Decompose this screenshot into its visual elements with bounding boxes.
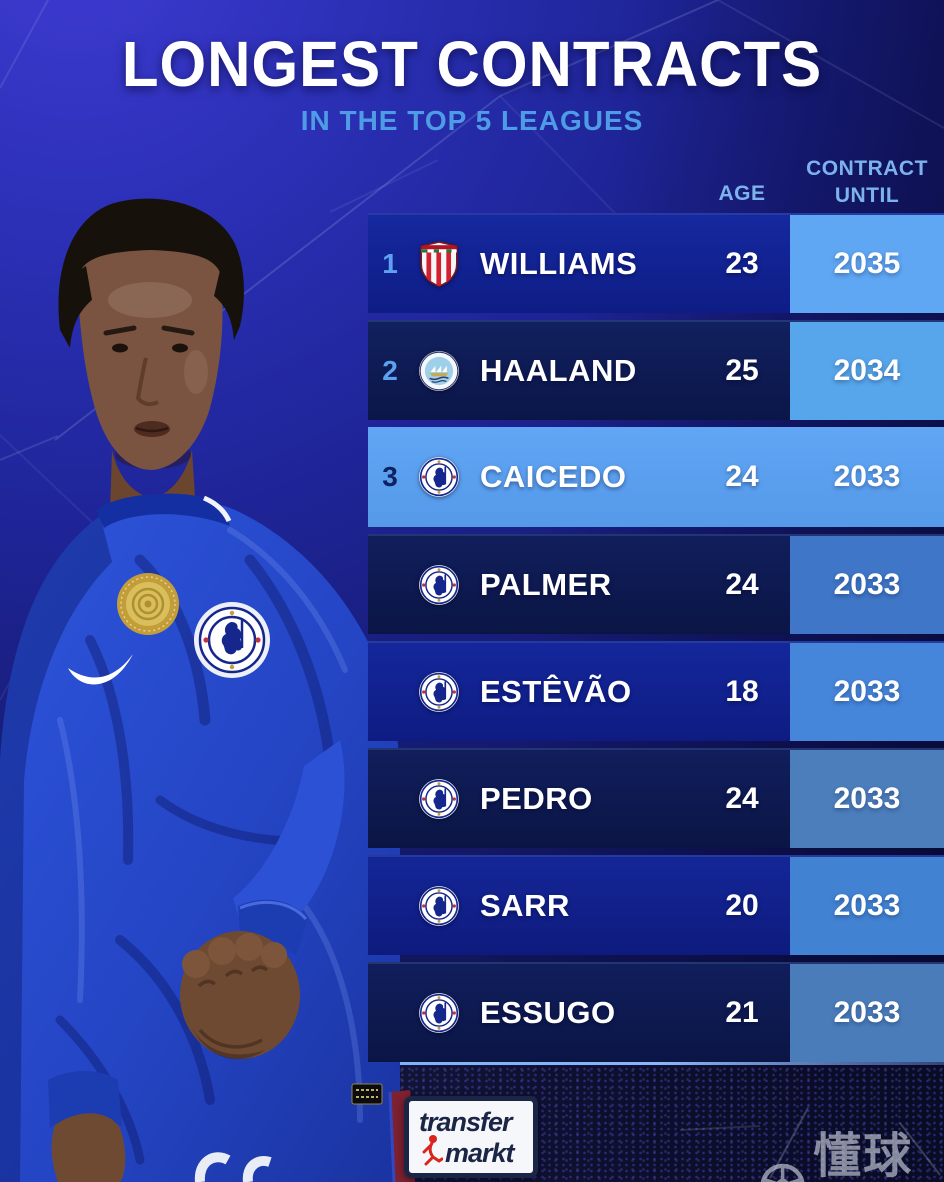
table-row: 1 WILLIAMS 23 2035 — [368, 213, 944, 313]
club-badge-icon — [412, 883, 466, 929]
page-subtitle: IN THE TOP 5 LEAGUES — [300, 105, 644, 136]
club-badge-icon — [412, 990, 466, 1036]
club-badge-icon — [412, 776, 466, 822]
table-row: PALMER 24 2033 — [368, 534, 944, 634]
transfermarkt-logo-text-top: transfer — [419, 1107, 513, 1137]
dongqiudi-watermark: 懂球帝 — [760, 1116, 944, 1182]
player-name: PALMER — [480, 567, 612, 602]
table-row: 2 HAALAND 25 2034 — [368, 320, 944, 420]
clenched-fist — [180, 931, 300, 1060]
world-champions-badge — [117, 573, 179, 635]
player-name: ESSUGO — [480, 995, 616, 1030]
age-value: 24 — [725, 782, 759, 815]
age-value: 24 — [725, 568, 759, 601]
age-value: 25 — [725, 354, 759, 387]
contract-until-cell: 2033 — [790, 750, 944, 848]
transfermarkt-logo: transfer markt — [404, 1096, 538, 1178]
page-title: LONGEST CONTRACTS — [121, 28, 823, 101]
player-name: PEDRO — [480, 781, 593, 816]
table-row: ESTÊVÃO 18 2033 — [368, 641, 944, 741]
transfermarkt-logo-text-bottom: markt — [422, 1135, 527, 1167]
rank-label: 3 — [382, 461, 398, 492]
club-badge-icon — [412, 454, 466, 500]
divider-line — [0, 1062, 944, 1065]
contract-until-cell: 2033 — [833, 460, 901, 493]
age-value: 23 — [725, 247, 759, 280]
player-name: SARR — [480, 888, 570, 923]
player-name: HAALAND — [480, 353, 637, 388]
player-name: WILLIAMS — [480, 246, 638, 281]
player-name: CAICEDO — [480, 459, 627, 494]
contract-until-cell: 2034 — [790, 322, 944, 420]
contract-until-cell: 2033 — [790, 964, 944, 1062]
table-row-highlighted: 3 CAICEDO 24 2033 — [368, 427, 944, 527]
age-value: 24 — [725, 460, 759, 493]
rank-label: 1 — [382, 248, 398, 279]
club-badge-icon — [412, 562, 466, 608]
table-row: PEDRO 24 2033 — [368, 748, 944, 848]
age-value: 18 — [725, 675, 759, 708]
column-header-contract-until: CONTRACT UNTIL — [806, 157, 928, 207]
club-badge-icon — [412, 348, 466, 394]
contract-until-cell: 2033 — [790, 643, 944, 741]
age-value: 20 — [725, 889, 759, 922]
contract-until-cell: 2033 — [790, 536, 944, 634]
club-badge-icon — [412, 669, 466, 715]
player-name: ESTÊVÃO — [480, 674, 632, 709]
contract-until-cell: 2033 — [790, 857, 944, 955]
chelsea-crest-badge — [194, 602, 270, 678]
contract-until-cell: 2035 — [790, 215, 944, 313]
club-badge-icon — [412, 241, 466, 287]
watermark-text: 懂球帝 — [813, 1128, 914, 1182]
kicking-player-icon — [421, 1134, 443, 1170]
table-row: ESSUGO 21 2033 — [368, 962, 944, 1062]
rank-label: 2 — [382, 355, 398, 386]
age-value: 21 — [725, 996, 759, 1029]
table-row: SARR 20 2033 — [368, 855, 944, 955]
football-icon — [760, 1163, 805, 1182]
contracts-table: 1 WILLIAMS 23 2035 2 HAALAND 25 2034 3 C… — [368, 213, 944, 1069]
column-header-age: AGE — [718, 182, 766, 205]
